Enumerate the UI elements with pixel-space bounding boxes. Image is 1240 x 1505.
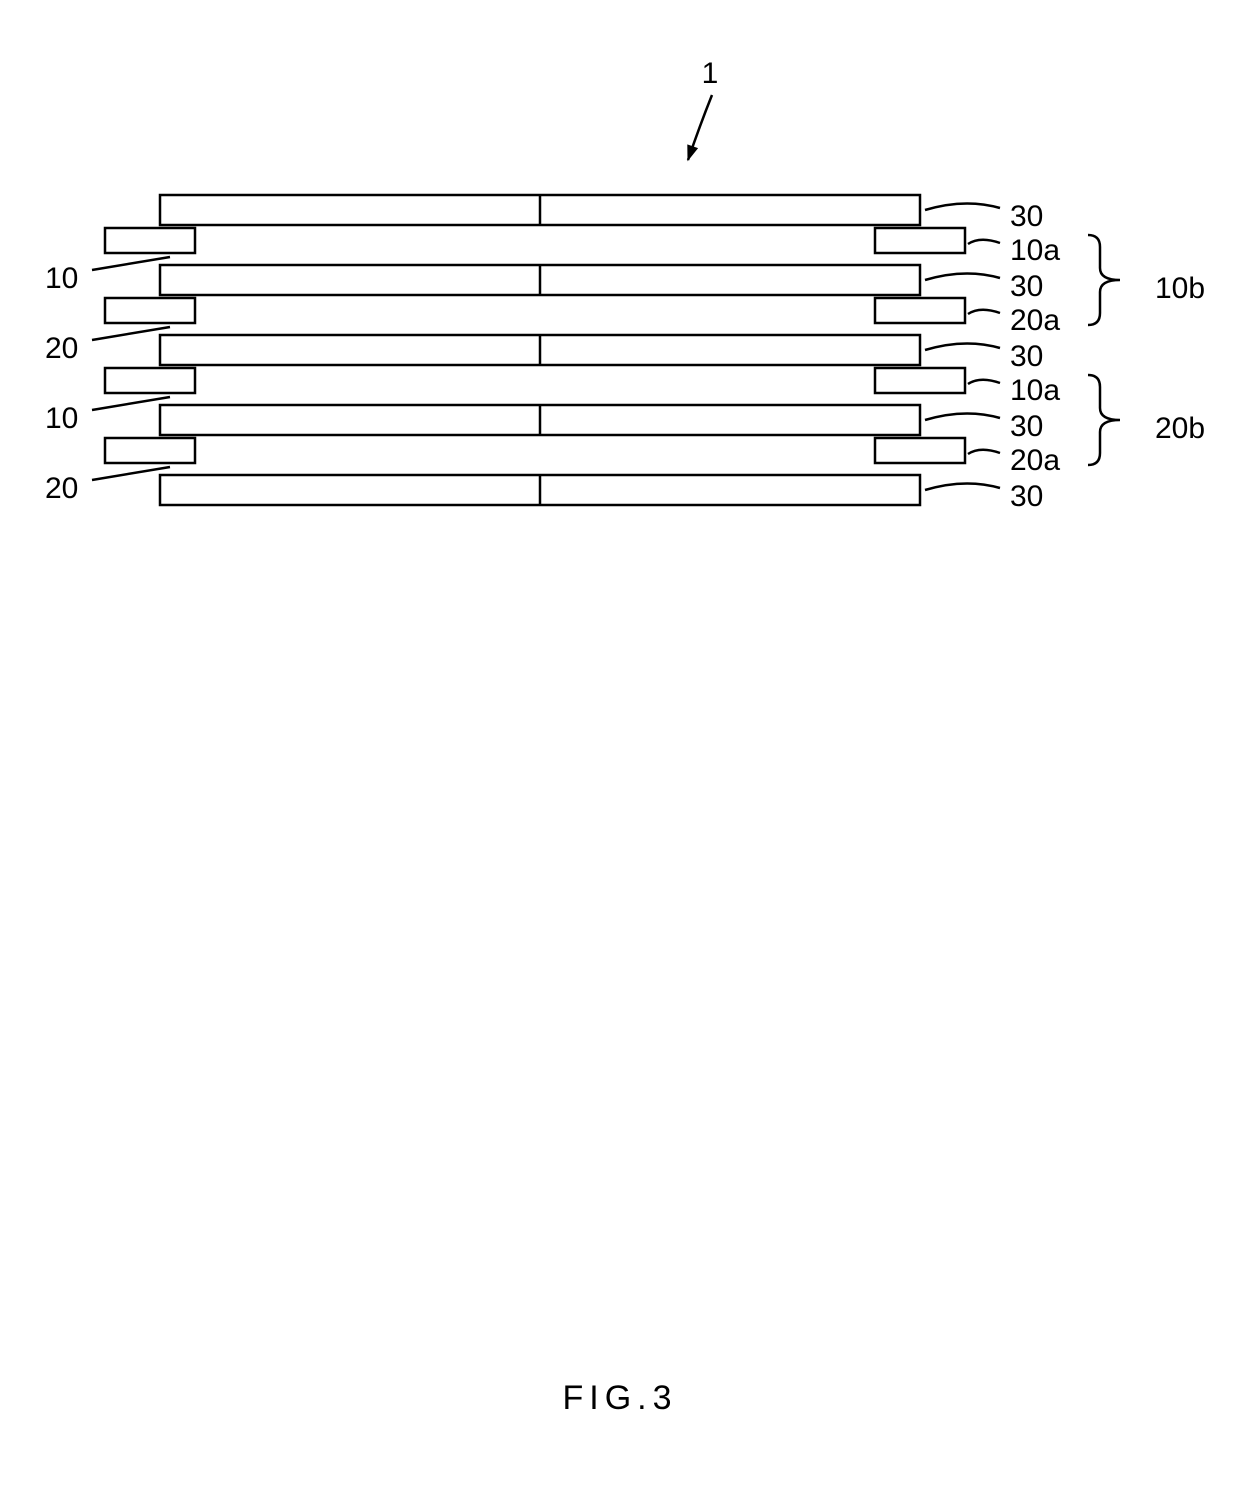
left-leader-3 <box>92 467 170 480</box>
right-leader-3 <box>968 310 1000 314</box>
right-label-6: 30 <box>1010 410 1043 443</box>
right-label-8: 30 <box>1010 480 1043 513</box>
right-leader-5 <box>968 380 1000 384</box>
left-leader-1 <box>92 327 170 340</box>
tab-right-2 <box>875 368 965 393</box>
brace-label-0: 10b <box>1155 272 1205 305</box>
tab-right-0 <box>875 228 965 253</box>
assembly-label: 1 <box>702 57 719 90</box>
tab-left-3 <box>105 438 195 463</box>
left-leader-0 <box>92 257 170 270</box>
left-label-2: 10 <box>45 402 78 435</box>
right-label-7: 20a <box>1010 444 1060 477</box>
tab-left-1 <box>105 298 195 323</box>
tab-right-3 <box>875 438 965 463</box>
figure-caption: FIG.3 <box>562 1379 677 1417</box>
left-label-1: 20 <box>45 332 78 365</box>
right-label-0: 30 <box>1010 200 1043 233</box>
right-leader-4 <box>925 343 1000 350</box>
right-label-5: 10a <box>1010 374 1060 407</box>
right-leader-6 <box>925 413 1000 420</box>
tab-left-2 <box>105 368 195 393</box>
right-leader-2 <box>925 273 1000 280</box>
right-leader-0 <box>925 203 1000 210</box>
brace-label-1: 20b <box>1155 412 1205 445</box>
left-leader-2 <box>92 397 170 410</box>
brace-0 <box>1088 235 1120 325</box>
left-label-0: 10 <box>45 262 78 295</box>
right-leader-7 <box>968 450 1000 454</box>
brace-1 <box>1088 375 1120 465</box>
right-label-3: 20a <box>1010 304 1060 337</box>
right-label-4: 30 <box>1010 340 1043 373</box>
left-label-3: 20 <box>45 472 78 505</box>
right-leader-1 <box>968 240 1000 244</box>
assembly-arrowhead <box>688 145 697 160</box>
right-label-1: 10a <box>1010 234 1060 267</box>
tab-left-0 <box>105 228 195 253</box>
tab-right-1 <box>875 298 965 323</box>
right-leader-8 <box>925 483 1000 490</box>
right-label-2: 30 <box>1010 270 1043 303</box>
